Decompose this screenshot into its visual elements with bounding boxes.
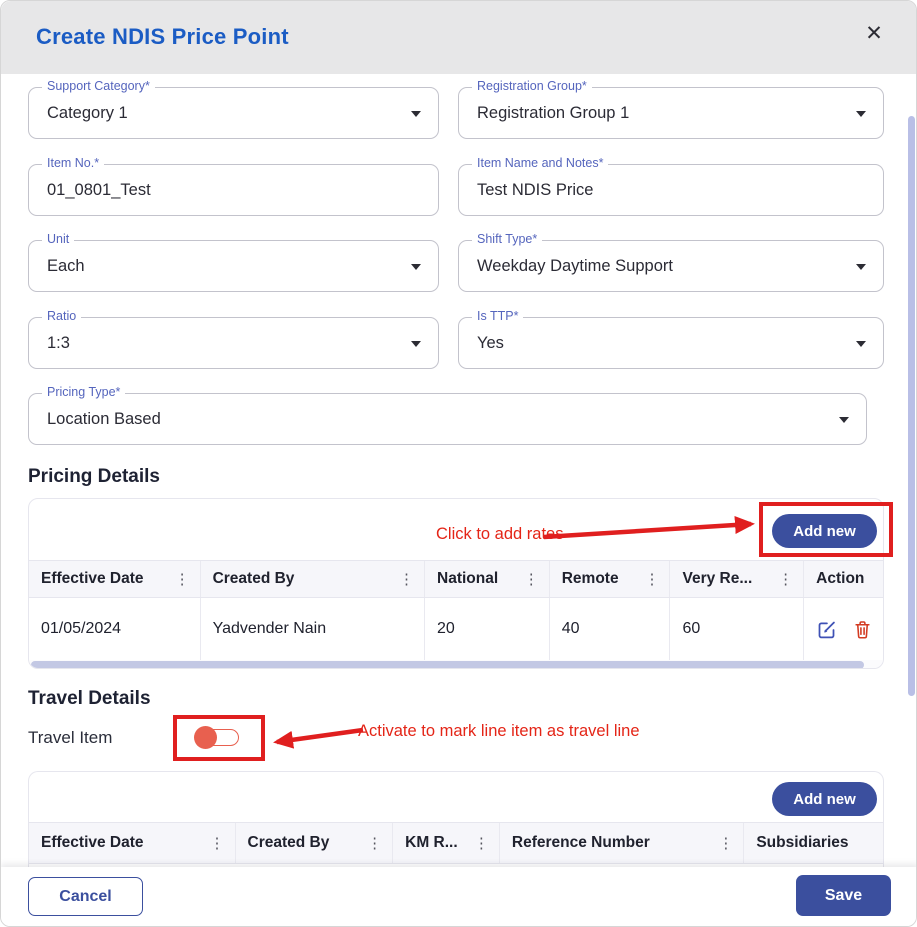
travel-add-new-button[interactable]: Add new <box>772 782 877 816</box>
chevron-down-icon <box>856 341 866 347</box>
dialog-title: Create NDIS Price Point <box>36 24 289 49</box>
col-label: Created By <box>247 834 330 851</box>
chevron-down-icon <box>411 341 421 347</box>
chevron-down-icon <box>411 264 421 270</box>
pricing-table-toolbar: Add new <box>29 499 883 560</box>
item-name-notes-value: Test NDIS Price <box>477 180 594 199</box>
shift-type-select[interactable]: Shift Type* Weekday Daytime Support <box>458 232 884 292</box>
dialog-footer: Cancel Save <box>1 867 916 926</box>
column-menu-icon[interactable]: ⋮ <box>523 571 539 588</box>
col-created-by: Created By ⋮ <box>201 561 426 597</box>
travel-table: Add new Effective Date ⋮ Created By ⋮ KM R… <box>28 771 884 869</box>
delete-icon[interactable] <box>853 619 872 640</box>
item-no-label: Item No.* <box>42 156 105 170</box>
chevron-down-icon <box>856 111 866 117</box>
pricing-table-header: Effective Date ⋮ Created By ⋮ National ⋮ Re… <box>29 560 883 598</box>
registration-group-select[interactable]: Registration Group* Registration Group 1 <box>458 79 884 139</box>
cancel-button[interactable]: Cancel <box>28 877 143 916</box>
cell-created-by: Yadvender Nain <box>201 598 426 660</box>
col-label: Very Re... <box>682 570 753 587</box>
cell-action <box>804 598 883 660</box>
travel-item-label: Travel Item <box>28 728 113 747</box>
col-label: National <box>437 570 499 587</box>
travel-table-toolbar: Add new <box>29 772 883 822</box>
registration-group-value: Registration Group 1 <box>477 103 630 122</box>
dialog-header: Create NDIS Price Point ✕ <box>1 1 916 74</box>
close-icon[interactable]: ✕ <box>865 22 883 45</box>
cell-remote: 40 <box>550 598 671 660</box>
pricing-type-select[interactable]: Pricing Type* Location Based <box>28 385 867 445</box>
toggle-knob <box>194 726 217 749</box>
support-category-select[interactable]: Support Category* Category 1 <box>28 79 439 139</box>
ratio-value: 1:3 <box>47 333 70 352</box>
col-remote: Remote ⋮ <box>550 561 671 597</box>
ratio-select[interactable]: Ratio 1:3 <box>28 309 439 369</box>
is-ttp-label: Is TTP* <box>472 309 524 323</box>
is-ttp-value: Yes <box>477 333 504 352</box>
travel-item-toggle[interactable] <box>194 725 242 749</box>
column-menu-icon[interactable]: ⋮ <box>209 835 225 852</box>
item-no-value: 01_0801_Test <box>47 180 151 199</box>
save-button[interactable]: Save <box>796 875 891 916</box>
shift-type-value: Weekday Daytime Support <box>477 256 673 275</box>
col-label: Action <box>816 570 865 587</box>
chevron-down-icon <box>411 111 421 117</box>
col-effective-date: Effective Date ⋮ <box>29 561 201 597</box>
col-created-by: Created By ⋮ <box>236 823 394 863</box>
travel-table-header: Effective Date ⋮ Created By ⋮ KM R... ⋮ Ref… <box>29 822 883 864</box>
chevron-down-icon <box>839 417 849 423</box>
is-ttp-select[interactable]: Is TTP* Yes <box>458 309 884 369</box>
cell-very-remote: 60 <box>670 598 805 660</box>
horizontal-scrollbar-thumb[interactable] <box>31 661 864 668</box>
ratio-label: Ratio <box>42 309 82 323</box>
pricing-type-label: Pricing Type* <box>42 385 126 399</box>
unit-select[interactable]: Unit Each <box>28 232 439 292</box>
column-menu-icon[interactable]: ⋮ <box>644 571 660 588</box>
horizontal-scrollbar[interactable] <box>29 660 883 668</box>
pricing-add-new-button[interactable]: Add new <box>772 514 877 548</box>
col-label: Remote <box>561 570 619 587</box>
annotation-activate-travel: Activate to mark line item as travel lin… <box>358 722 640 740</box>
cell-effective-date: 01/05/2024 <box>29 598 201 660</box>
col-km-rate: KM R... ⋮ <box>393 823 500 863</box>
pricing-details-heading: Pricing Details <box>28 466 160 487</box>
item-name-notes-field[interactable]: Item Name and Notes* Test NDIS Price <box>458 156 884 216</box>
unit-value: Each <box>47 256 85 275</box>
pricing-table: Add new Effective Date ⋮ Created By ⋮ Nati… <box>28 498 884 669</box>
pricing-type-value: Location Based <box>47 409 161 428</box>
support-category-value: Category 1 <box>47 103 128 122</box>
col-label: Subsidiaries <box>756 834 849 851</box>
col-label: Effective Date <box>41 570 144 587</box>
col-very-remote: Very Re... ⋮ <box>670 561 805 597</box>
col-effective-date: Effective Date ⋮ <box>29 823 236 863</box>
pricing-table-row: 01/05/2024 Yadvender Nain 20 40 60 <box>29 598 883 660</box>
support-category-label: Support Category* <box>42 79 155 93</box>
chevron-down-icon <box>856 264 866 270</box>
annotation-click-to-add-rates: Click to add rates <box>436 525 564 543</box>
column-menu-icon[interactable]: ⋮ <box>174 571 190 588</box>
unit-label: Unit <box>42 232 75 246</box>
column-menu-icon[interactable]: ⋮ <box>778 571 794 588</box>
item-no-field[interactable]: Item No.* 01_0801_Test <box>28 156 439 216</box>
col-reference-number: Reference Number ⋮ <box>500 823 745 863</box>
column-menu-icon[interactable]: ⋮ <box>367 835 383 852</box>
edit-icon[interactable] <box>816 619 837 640</box>
col-subsidiaries: Subsidiaries <box>744 823 883 863</box>
col-label: Effective Date <box>41 834 144 851</box>
item-name-notes-label: Item Name and Notes* <box>472 156 609 170</box>
travel-details-heading: Travel Details <box>28 688 151 709</box>
col-action: Action <box>804 561 883 597</box>
cell-national: 20 <box>425 598 550 660</box>
column-menu-icon[interactable]: ⋮ <box>718 835 734 852</box>
registration-group-label: Registration Group* <box>472 79 592 93</box>
col-label: Created By <box>212 570 295 587</box>
column-menu-icon[interactable]: ⋮ <box>399 571 415 588</box>
col-label: Reference Number <box>511 834 650 851</box>
shift-type-label: Shift Type* <box>472 232 543 246</box>
col-national: National ⋮ <box>425 561 550 597</box>
vertical-scrollbar-thumb[interactable] <box>908 116 915 696</box>
column-menu-icon[interactable]: ⋮ <box>473 835 489 852</box>
col-label: KM R... <box>405 834 458 851</box>
